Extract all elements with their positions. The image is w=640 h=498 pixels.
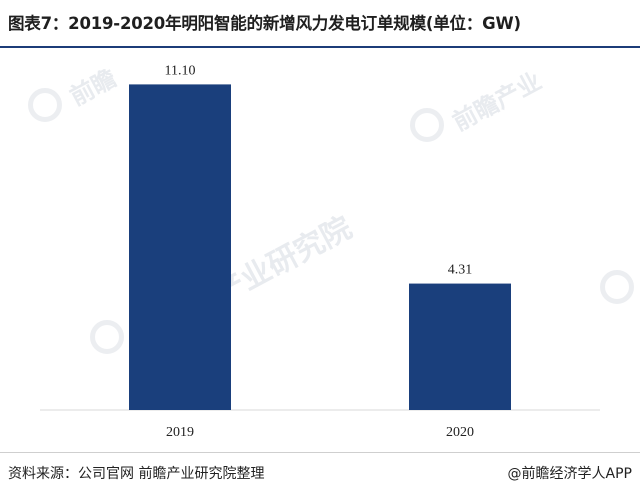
watermark-logo-icon: [90, 320, 124, 354]
x-tick-label-2020: 2020: [446, 425, 474, 440]
title-divider: [0, 46, 640, 48]
bar-chart: 11.10 2019 4.31 2020: [40, 63, 600, 440]
watermark-logo-icon: [28, 88, 62, 122]
bar-2019: [129, 84, 231, 411]
source-note: 资料来源：公司官网 前瞻产业研究院整理: [8, 466, 265, 482]
x-tick-label-2019: 2019: [166, 425, 194, 440]
footer: 资料来源：公司官网 前瞻产业研究院整理 @前瞻经济学人APP: [0, 452, 640, 498]
credit-note: @前瞻经济学人APP: [507, 466, 632, 482]
watermark-logo-icon: [410, 108, 444, 142]
data-label-2019: 11.10: [165, 63, 196, 78]
watermark-logo-icon: [600, 270, 634, 304]
bar-2020: [409, 283, 511, 410]
chart-title: 图表7：2019-2020年明阳智能的新增风力发电订单规模(单位：GW): [8, 14, 521, 33]
data-label-2020: 4.31: [448, 263, 473, 278]
